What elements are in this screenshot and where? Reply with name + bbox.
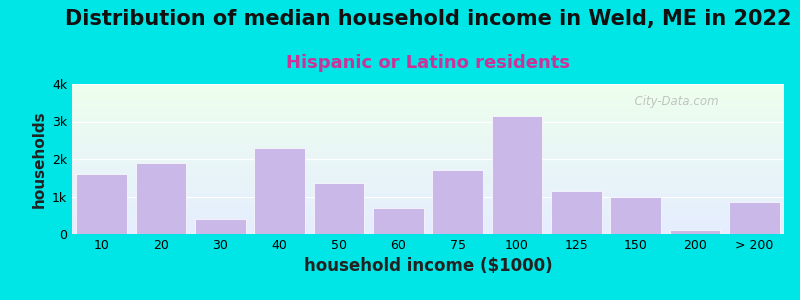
Bar: [610, 196, 661, 234]
Bar: [77, 174, 127, 234]
Bar: [195, 219, 246, 234]
Bar: [729, 202, 779, 234]
X-axis label: household income ($1000): household income ($1000): [304, 257, 552, 275]
Bar: [136, 163, 186, 234]
Bar: [492, 116, 542, 234]
Text: City-Data.com: City-Data.com: [627, 94, 719, 107]
Bar: [670, 230, 720, 234]
Bar: [373, 208, 423, 234]
Y-axis label: households: households: [31, 110, 46, 208]
Bar: [433, 170, 483, 234]
Bar: [254, 148, 305, 234]
Bar: [551, 191, 602, 234]
Text: Hispanic or Latino residents: Hispanic or Latino residents: [286, 54, 570, 72]
Bar: [314, 183, 364, 234]
Text: Distribution of median household income in Weld, ME in 2022: Distribution of median household income …: [65, 9, 791, 29]
